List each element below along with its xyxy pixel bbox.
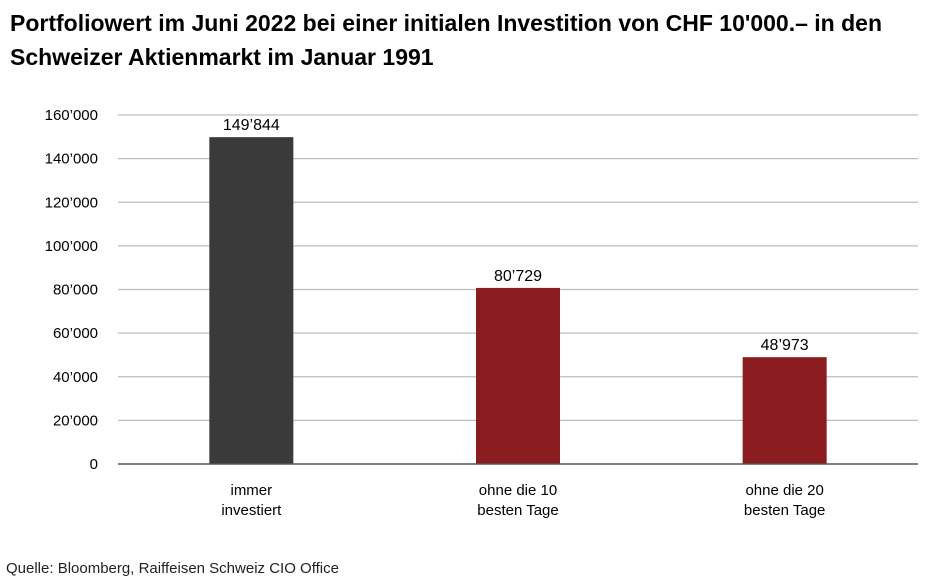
x-tick-label: investiert (221, 502, 282, 519)
data-label: 149’844 (223, 117, 280, 134)
bar (209, 137, 294, 464)
y-tick-label: 120’000 (45, 194, 98, 211)
x-tick-label: ohne die 10 (479, 482, 557, 499)
bars (209, 137, 827, 464)
y-tick-label: 60’000 (53, 325, 98, 342)
x-tick-label: besten Tage (744, 502, 825, 519)
bar (742, 357, 827, 464)
chart-title: Portfoliowert im Juni 2022 bei einer ini… (10, 10, 883, 70)
y-tick-label: 140’000 (45, 151, 98, 168)
data-labels: 149’844 80’729 48’973 (223, 117, 809, 354)
y-tick-label: 0 (90, 456, 98, 473)
x-tick-label: ohne die 20 (745, 482, 823, 499)
source-note: Quelle: Bloomberg, Raiffeisen Schweiz CI… (6, 560, 339, 577)
y-tick-label: 160’000 (45, 107, 98, 124)
x-tick-label: besten Tage (477, 502, 558, 519)
x-tick-label: immer (230, 482, 272, 499)
bar (476, 287, 560, 464)
x-axis: immer investiert ohne die 10 besten Tage ohn… (118, 463, 918, 519)
y-tick-label: 40’000 (53, 369, 98, 386)
y-tick-label: 100’000 (45, 238, 98, 255)
y-tick-label: 20’000 (53, 412, 98, 429)
data-label: 48’973 (761, 337, 809, 354)
y-tick-label: 80’000 (53, 282, 98, 299)
y-axis: 0 20’000 40’000 60’000 80’000 100’000 120’000 1… (45, 107, 98, 473)
data-label: 80’729 (494, 268, 542, 285)
